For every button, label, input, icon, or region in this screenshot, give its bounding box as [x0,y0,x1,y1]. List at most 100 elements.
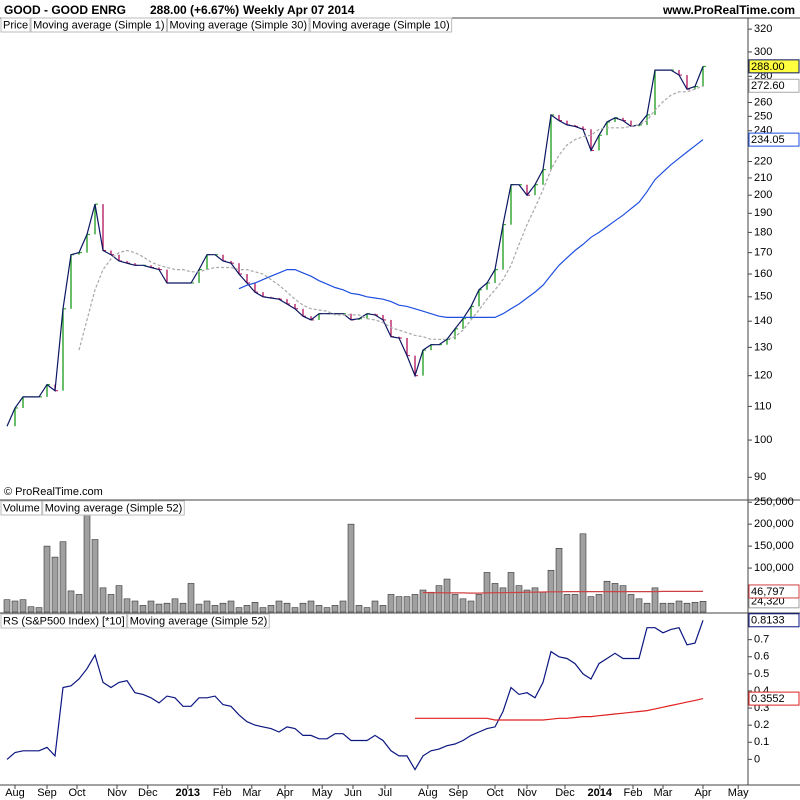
legend-text: Moving average (Simple 52) [45,502,183,514]
volume-bar [427,591,435,613]
volume-bar [523,589,531,613]
volume-bar [611,583,619,613]
volume-bar [251,602,259,613]
series-line [6,66,704,427]
volume-bar [667,602,675,613]
volume-bar [235,607,243,613]
y-tick-label: 120 [754,370,772,382]
volume-bar [299,602,307,613]
last-value-box [748,59,800,74]
volume-bar [187,583,195,613]
x-tick-label: Nov [107,787,127,799]
volume-bar [11,600,19,613]
volume-bar [139,605,147,613]
y-tick-label: 200 [754,189,772,201]
legend-text: RS (S&P500 Index) [*10] [3,615,125,627]
y-tick-label: 100 [754,434,772,446]
y-tick-label: 0.5 [754,668,769,680]
volume-bar [403,596,411,613]
volume-bar [275,600,283,613]
volume-bar [651,587,659,613]
y-tick-label: 90 [754,471,766,483]
volume-bar [411,594,419,613]
y-tick-label: 0.2 [754,719,769,731]
volume-bar [27,606,35,613]
y-tick-label: 260 [754,96,772,108]
volume-bar [483,572,491,613]
y-tick-label: 220 [754,155,772,167]
y-tick-label: 110 [754,400,772,412]
x-tick-label: Feb [624,787,643,799]
legend-box [309,17,453,33]
volume-bar [267,605,275,613]
y-tick-label: 150,000 [754,540,794,552]
volume-bar [3,599,11,613]
volume-bar [435,585,443,613]
volume-bar [219,602,227,613]
x-tick-label: Jun [344,787,362,799]
x-tick-label: 2014 [588,787,613,799]
last-value-label: 0.8133 [751,615,785,627]
x-tick-label: Apr [694,787,711,799]
y-tick-label: 160 [754,268,772,280]
volume-bar [227,600,235,613]
last-value-label: 0.3552 [751,693,785,705]
x-tick-label: Aug [5,787,25,799]
legend-text: Moving average (Simple 52) [130,615,268,627]
y-tick-label: 150 [754,291,772,303]
last-value-box [748,613,800,628]
x-tick-label: Apr [276,787,293,799]
volume-bar [363,607,371,613]
legend-box [0,17,31,33]
y-tick-label: 320 [754,23,772,35]
volume-bar [691,602,699,613]
y-tick-label: 0 [754,753,760,765]
legend-box [30,17,168,33]
volume-bar [635,598,643,613]
y-tick-label: 250,000 [754,496,794,508]
last-value-label: 272.60 [751,80,785,92]
volume-bar [355,605,363,613]
y-tick-label: 100,000 [754,562,794,574]
volume-bar [307,600,315,613]
volume-bar [43,545,51,613]
volume-bar [563,594,571,613]
volume-bar [595,594,603,613]
x-tick-label: Sep [37,787,57,799]
volume-bar [395,596,403,613]
x-tick-label: Sep [448,787,468,799]
volume-bar [163,602,171,613]
y-tick-label: 140 [754,315,772,327]
volume-bar [283,602,291,613]
volume-bar [171,598,179,613]
x-tick-label: Dec [555,787,575,799]
volume-bar [115,585,123,613]
y-tick-label: 200,000 [754,518,794,530]
volume-bar [459,598,467,613]
volume-bar [451,594,459,613]
volume-bar [155,603,163,613]
y-tick-label: 130 [754,341,772,353]
legend-text: Volume [3,502,40,514]
x-tick-label: Nov [517,787,537,799]
volume-bar [195,603,203,613]
legend-text: Price [3,19,28,31]
volume-bar [419,589,427,613]
volume-bar [323,607,331,613]
volume-bar [547,569,555,613]
series-line [415,698,704,721]
y-tick-label: 180 [754,226,772,238]
watermark: © ProRealTime.com [4,486,103,498]
volume-bar [371,600,379,613]
x-tick-label: Oct [486,787,503,799]
volume-bar [571,594,579,613]
volume-bar [123,598,131,613]
volume-bar [99,587,107,613]
volume-bar [203,600,211,613]
volume-bar [107,594,115,613]
last-value-label: 288.00 [751,61,785,73]
y-tick-label: 170 [754,247,772,259]
volume-bar [35,607,43,613]
volume-bar [579,533,587,613]
